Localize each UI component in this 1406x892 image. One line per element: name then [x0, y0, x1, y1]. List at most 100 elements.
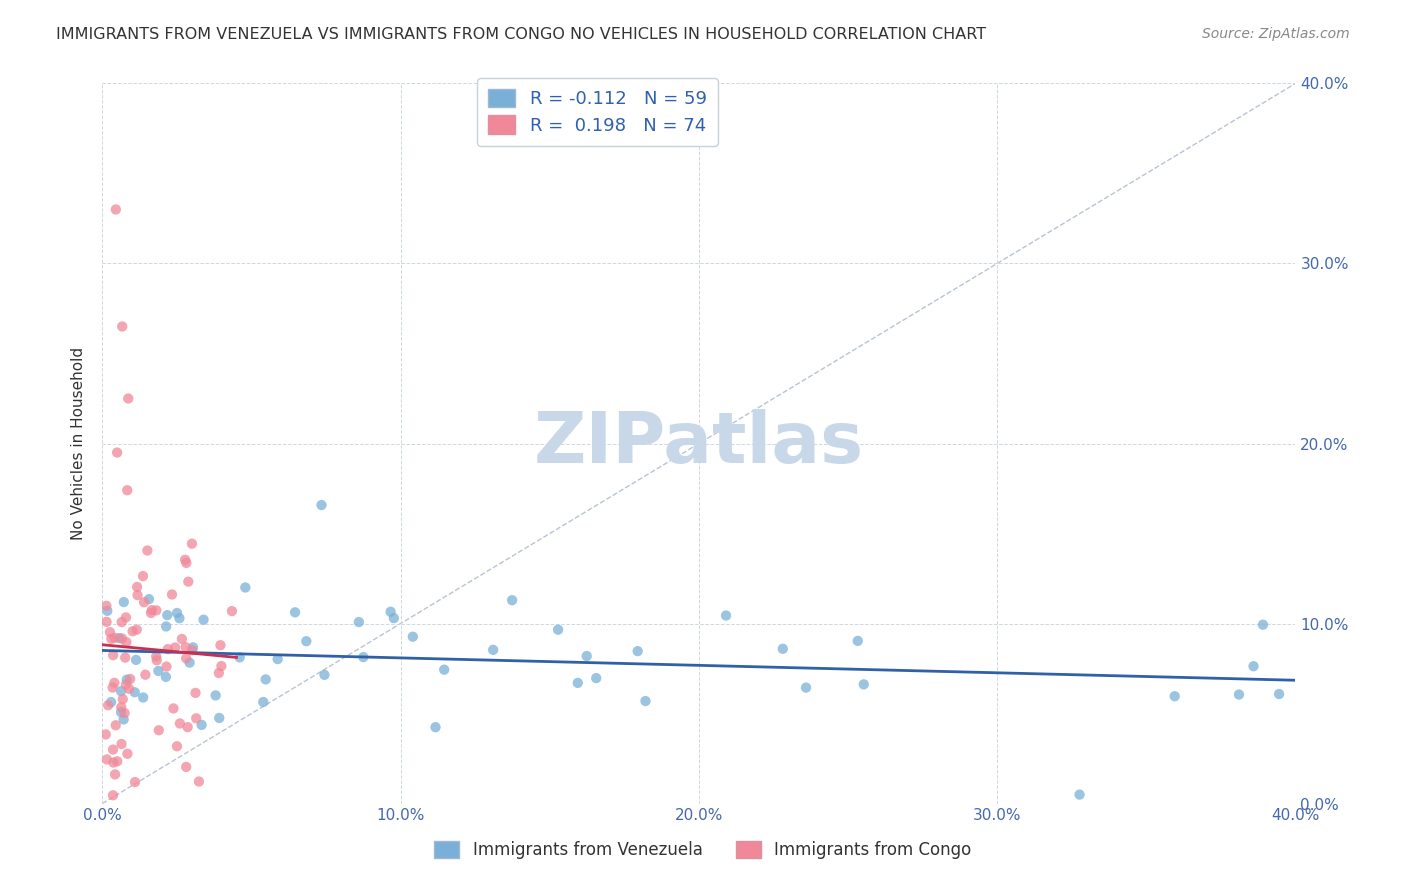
Point	[155, 619, 177, 633]
Point	[141, 603, 163, 617]
Point	[166, 606, 188, 620]
Point	[111, 632, 134, 646]
Point	[115, 635, 138, 649]
Point	[138, 592, 160, 607]
Point	[1227, 688, 1250, 702]
Point	[772, 641, 794, 656]
Point	[1251, 617, 1274, 632]
Point	[179, 656, 201, 670]
Point	[402, 630, 425, 644]
Point	[208, 711, 231, 725]
Point	[110, 705, 132, 719]
Point	[115, 673, 138, 687]
Point	[852, 677, 875, 691]
Point	[114, 650, 136, 665]
Point	[124, 775, 146, 789]
Y-axis label: No Vehicles in Household: No Vehicles in Household	[72, 347, 86, 540]
Legend: R = -0.112   N = 59, R =  0.198   N = 74: R = -0.112 N = 59, R = 0.198 N = 74	[477, 78, 717, 145]
Point	[425, 720, 447, 734]
Point	[103, 676, 125, 690]
Point	[117, 483, 139, 498]
Point	[284, 605, 307, 619]
Point	[181, 643, 204, 657]
Point	[96, 599, 118, 613]
Point	[125, 653, 148, 667]
Point	[482, 643, 505, 657]
Point	[96, 752, 118, 766]
Point	[110, 737, 132, 751]
Text: Source: ZipAtlas.com: Source: ZipAtlas.com	[1202, 27, 1350, 41]
Point	[181, 640, 204, 655]
Point	[101, 648, 124, 663]
Point	[100, 632, 122, 646]
Point	[94, 727, 117, 741]
Point	[104, 202, 127, 217]
Point	[145, 653, 167, 667]
Text: IMMIGRANTS FROM VENEZUELA VS IMMIGRANTS FROM CONGO NO VEHICLES IN HOUSEHOLD CORR: IMMIGRANTS FROM VENEZUELA VS IMMIGRANTS …	[56, 27, 987, 42]
Point	[114, 706, 136, 720]
Point	[184, 686, 207, 700]
Point	[145, 649, 167, 664]
Point	[160, 587, 183, 601]
Point	[501, 593, 523, 607]
Point	[585, 671, 607, 685]
Point	[105, 445, 128, 459]
Point	[170, 632, 193, 646]
Point	[101, 742, 124, 756]
Point	[98, 625, 121, 640]
Point	[221, 604, 243, 618]
Point	[181, 537, 204, 551]
Point	[124, 685, 146, 699]
Point	[145, 603, 167, 617]
Point	[148, 664, 170, 678]
Point	[575, 648, 598, 663]
Point	[1069, 788, 1091, 802]
Point	[103, 756, 125, 770]
Point	[165, 640, 187, 655]
Point	[352, 650, 374, 665]
Point	[110, 700, 132, 714]
Point	[115, 610, 138, 624]
Point	[96, 604, 118, 618]
Point	[1164, 690, 1187, 704]
Point	[186, 711, 208, 725]
Point	[121, 624, 143, 639]
Point	[127, 588, 149, 602]
Point	[115, 678, 138, 692]
Point	[103, 631, 125, 645]
Point	[132, 569, 155, 583]
Point	[266, 652, 288, 666]
Point	[1243, 659, 1265, 673]
Point	[176, 720, 198, 734]
Point	[112, 713, 135, 727]
Point	[132, 690, 155, 705]
Point	[204, 689, 226, 703]
Point	[627, 644, 650, 658]
Point	[155, 659, 177, 673]
Point	[169, 716, 191, 731]
Point	[112, 595, 135, 609]
Point	[433, 663, 456, 677]
Point	[567, 676, 589, 690]
Point	[193, 613, 215, 627]
Point	[314, 668, 336, 682]
Point	[252, 695, 274, 709]
Point	[174, 651, 197, 665]
Point	[169, 611, 191, 625]
Point	[547, 623, 569, 637]
Point	[382, 611, 405, 625]
Point	[105, 754, 128, 768]
Point	[174, 640, 197, 655]
Point	[174, 553, 197, 567]
Point	[117, 747, 139, 761]
Point	[111, 319, 134, 334]
Point	[187, 774, 209, 789]
Point	[190, 718, 212, 732]
Point	[714, 608, 737, 623]
Point	[139, 606, 162, 620]
Point	[108, 631, 131, 645]
Point	[136, 543, 159, 558]
Point	[96, 615, 118, 629]
Point	[148, 723, 170, 738]
Point	[155, 670, 177, 684]
